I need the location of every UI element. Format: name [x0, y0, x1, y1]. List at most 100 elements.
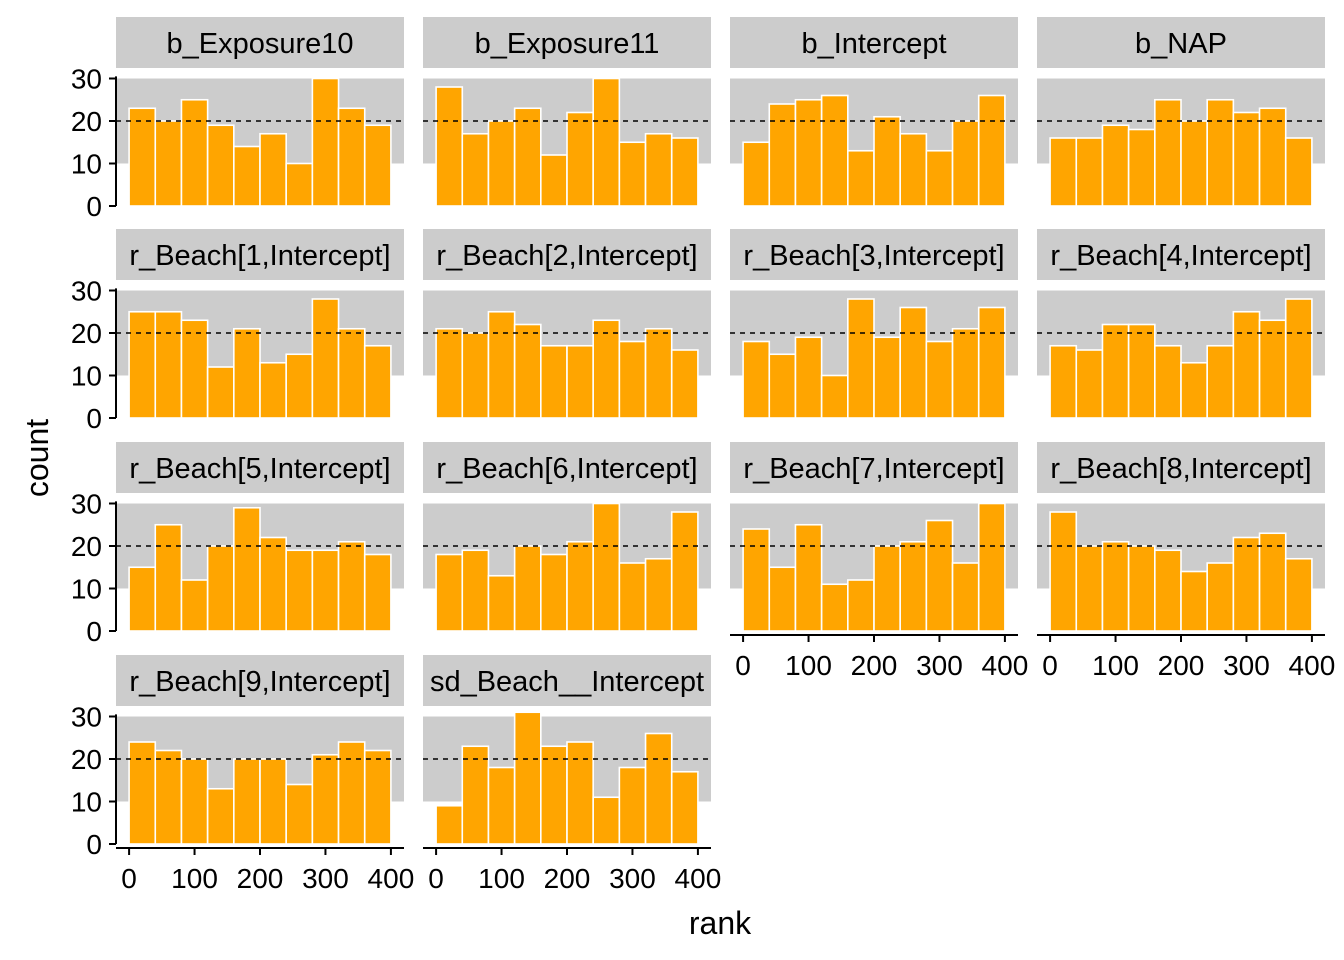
- y-tick-label: 30: [71, 276, 102, 307]
- histogram-bar: [566, 741, 594, 845]
- histogram-bar: [233, 506, 261, 632]
- facet-strip: [423, 655, 711, 706]
- x-tick-label: 100: [1092, 650, 1139, 681]
- histogram-bar: [670, 137, 699, 207]
- histogram-bar: [285, 162, 314, 207]
- histogram-bar: [513, 107, 542, 207]
- histogram-bar: [435, 86, 464, 207]
- histogram-bar: [951, 562, 980, 632]
- histogram-bar: [1075, 545, 1104, 632]
- histogram-bar: [154, 310, 183, 419]
- facet-strip: [116, 442, 404, 493]
- facet-strip: [423, 229, 711, 280]
- histogram-bar: [592, 502, 621, 632]
- facet-panels: b_Exposure10 0 10 20 30 b_Exposure11 b_Interce…: [71, 17, 1335, 894]
- histogram-bar: [566, 111, 594, 207]
- histogram-bar: [670, 770, 699, 845]
- x-tick-label: 100: [478, 863, 525, 894]
- histogram-bar: [1232, 536, 1261, 632]
- x-tick-label: 200: [1158, 650, 1205, 681]
- x-tick-label: 400: [982, 650, 1029, 681]
- x-tick-label: 200: [851, 650, 898, 681]
- histogram-bar: [154, 120, 183, 207]
- facet-panel: r_Beach[1,Intercept] 0 10 20 30: [71, 229, 404, 434]
- facet-strip-label: r_Beach[8,Intercept]: [1050, 453, 1311, 485]
- x-tick-label: 200: [544, 863, 591, 894]
- histogram-bar: [742, 141, 771, 207]
- y-tick-label: 0: [86, 829, 102, 860]
- histogram-bar: [977, 306, 1006, 419]
- histogram-bar: [951, 327, 980, 419]
- facet-panel: b_NAP: [1037, 17, 1325, 207]
- histogram-bar: [1101, 540, 1130, 632]
- histogram-bar: [206, 366, 235, 419]
- facet-strip-label: r_Beach[2,Intercept]: [436, 240, 697, 272]
- y-tick-label: 20: [71, 744, 102, 775]
- x-tick-label: 100: [785, 650, 832, 681]
- histogram-bar: [513, 545, 542, 632]
- facet-strip: [116, 655, 404, 706]
- histogram-bar: [592, 796, 621, 845]
- histogram-bar: [1180, 570, 1208, 632]
- x-tick-label: 300: [916, 650, 963, 681]
- histogram-bar: [540, 344, 568, 419]
- x-tick-label: 400: [1289, 650, 1336, 681]
- histogram-bar: [128, 310, 157, 419]
- histogram-bar: [311, 549, 340, 632]
- histogram-bar: [311, 298, 340, 419]
- histogram-bar: [977, 94, 1006, 207]
- y-tick-label: 10: [71, 787, 102, 818]
- facet-strip: [1037, 442, 1325, 493]
- histogram-bar: [768, 103, 797, 207]
- facet-strip: [730, 229, 1018, 280]
- histogram-bar: [847, 579, 875, 632]
- facet-panel: r_Beach[7,Intercept] 0 100 200 300 400: [730, 442, 1028, 681]
- histogram-bar: [513, 711, 542, 845]
- histogram-bar: [820, 374, 849, 419]
- facet-strip-label: r_Beach[3,Intercept]: [743, 240, 1004, 272]
- histogram-bar: [618, 562, 647, 632]
- x-tick-label: 300: [302, 863, 349, 894]
- histogram-bar: [1049, 511, 1078, 632]
- histogram-bar: [925, 149, 954, 207]
- facet-strip-label: r_Beach[9,Intercept]: [129, 666, 390, 698]
- facet-strip-label: r_Beach[6,Intercept]: [436, 453, 697, 485]
- histogram-bar: [1180, 361, 1208, 419]
- histogram-bar: [670, 349, 699, 419]
- x-tick-label: 300: [609, 863, 656, 894]
- histogram-bar: [233, 327, 261, 419]
- histogram-bar: [180, 758, 209, 845]
- histogram-bar: [540, 553, 568, 632]
- histogram-bar: [461, 549, 490, 632]
- histogram-bar: [794, 336, 823, 419]
- histogram-bar: [820, 94, 849, 207]
- histogram-bar: [337, 540, 366, 632]
- histogram-bar: [899, 132, 928, 207]
- x-tick-label: 400: [368, 863, 415, 894]
- facet-strip-label: b_Exposure10: [166, 28, 353, 60]
- histogram-bar: [873, 115, 901, 207]
- histogram-bar: [873, 336, 901, 419]
- histogram-bar: [285, 783, 314, 845]
- facet-strip: [730, 442, 1018, 493]
- y-tick-label: 0: [86, 403, 102, 434]
- facet-panel: b_Exposure10 0 10 20 30: [71, 17, 404, 222]
- x-tick-label: 200: [237, 863, 284, 894]
- facet-panel: r_Beach[8,Intercept] 0 100 200 300 400: [1037, 442, 1335, 681]
- histogram-bar: [1232, 111, 1261, 207]
- y-tick-label: 20: [71, 531, 102, 562]
- histogram-bar: [951, 120, 980, 207]
- histogram-bar: [206, 124, 235, 207]
- histogram-bar: [1127, 545, 1156, 632]
- histogram-bar: [670, 511, 699, 632]
- y-tick-label: 30: [71, 64, 102, 95]
- histogram-bar: [128, 107, 157, 207]
- y-tick-label: 0: [86, 191, 102, 222]
- histogram-bar: [1127, 128, 1156, 207]
- y-tick-label: 10: [71, 574, 102, 605]
- histogram-bar: [363, 553, 392, 632]
- facet-panel: sd_Beach__Intercept 0 100 200 300 400: [423, 655, 721, 894]
- histogram-bar: [259, 132, 287, 207]
- histogram-bar: [847, 298, 875, 419]
